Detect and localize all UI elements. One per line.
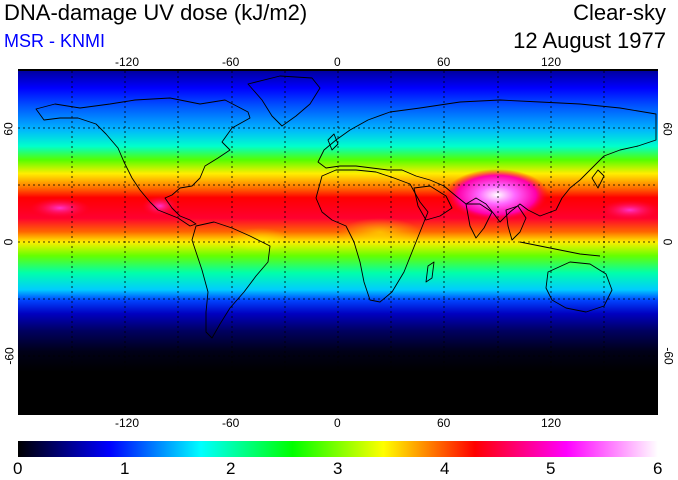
colorbar-label: 4 (440, 459, 450, 478)
colorbar-label: 5 (546, 459, 556, 478)
colorbar-label: 1 (120, 459, 130, 478)
africa-yellow (340, 218, 420, 246)
lon-label-bottom: 120 (541, 416, 562, 430)
pacific-east-hotspot (600, 200, 658, 220)
coast-indochina (505, 205, 527, 241)
lon-label-bottom: -120 (115, 416, 140, 430)
lon-label-top: 120 (541, 55, 562, 69)
colorbar-label: 6 (653, 459, 663, 478)
coast-indonesia (519, 241, 601, 257)
lon-label-top: -60 (222, 55, 240, 69)
colorbar (18, 441, 658, 457)
lat-label-left: 0 (1, 238, 16, 246)
lat-label-left: -60 (2, 347, 17, 365)
source-credit: MSR - KNMI (4, 31, 105, 51)
lon-label-top: 60 (437, 55, 451, 69)
coast-europe-asia (317, 99, 657, 223)
graticule (18, 71, 658, 413)
pacific-hotspot (30, 198, 90, 218)
coast-north-america (35, 97, 251, 227)
uv-field (18, 71, 658, 413)
mexico-hotspot (142, 196, 178, 216)
coast-greenland (247, 75, 321, 127)
map-date: 12 August 1977 (513, 28, 666, 53)
sky-condition: Clear-sky (573, 0, 666, 25)
lat-label-right: 0 (660, 238, 675, 246)
lon-label-bottom: 60 (437, 416, 451, 430)
coast-india (465, 203, 493, 239)
tibet-hotspot (445, 169, 549, 221)
colorbar-label: 2 (226, 459, 236, 478)
colorbar-label: 3 (333, 459, 343, 478)
map-frame-bottom (18, 413, 658, 415)
lat-label-left: 60 (1, 122, 16, 136)
map-frame-top (18, 69, 658, 71)
lon-label-top: -120 (115, 55, 140, 69)
coast-antarctica (18, 393, 658, 401)
coast-madagascar (425, 261, 435, 283)
lat-label-right: -60 (661, 347, 676, 365)
lon-label-bottom: 0 (334, 416, 341, 430)
lon-label-top: 0 (334, 55, 341, 69)
colorbar-label: 0 (13, 459, 23, 478)
coast-south-america (191, 221, 271, 339)
coast-arabia (413, 185, 453, 221)
lat-label-right: 60 (660, 122, 675, 136)
map-title: DNA-damage UV dose (kJ/m2) (4, 0, 308, 25)
lon-label-bottom: -60 (222, 416, 240, 430)
coast-africa (315, 169, 429, 303)
coast-uk (327, 133, 339, 151)
